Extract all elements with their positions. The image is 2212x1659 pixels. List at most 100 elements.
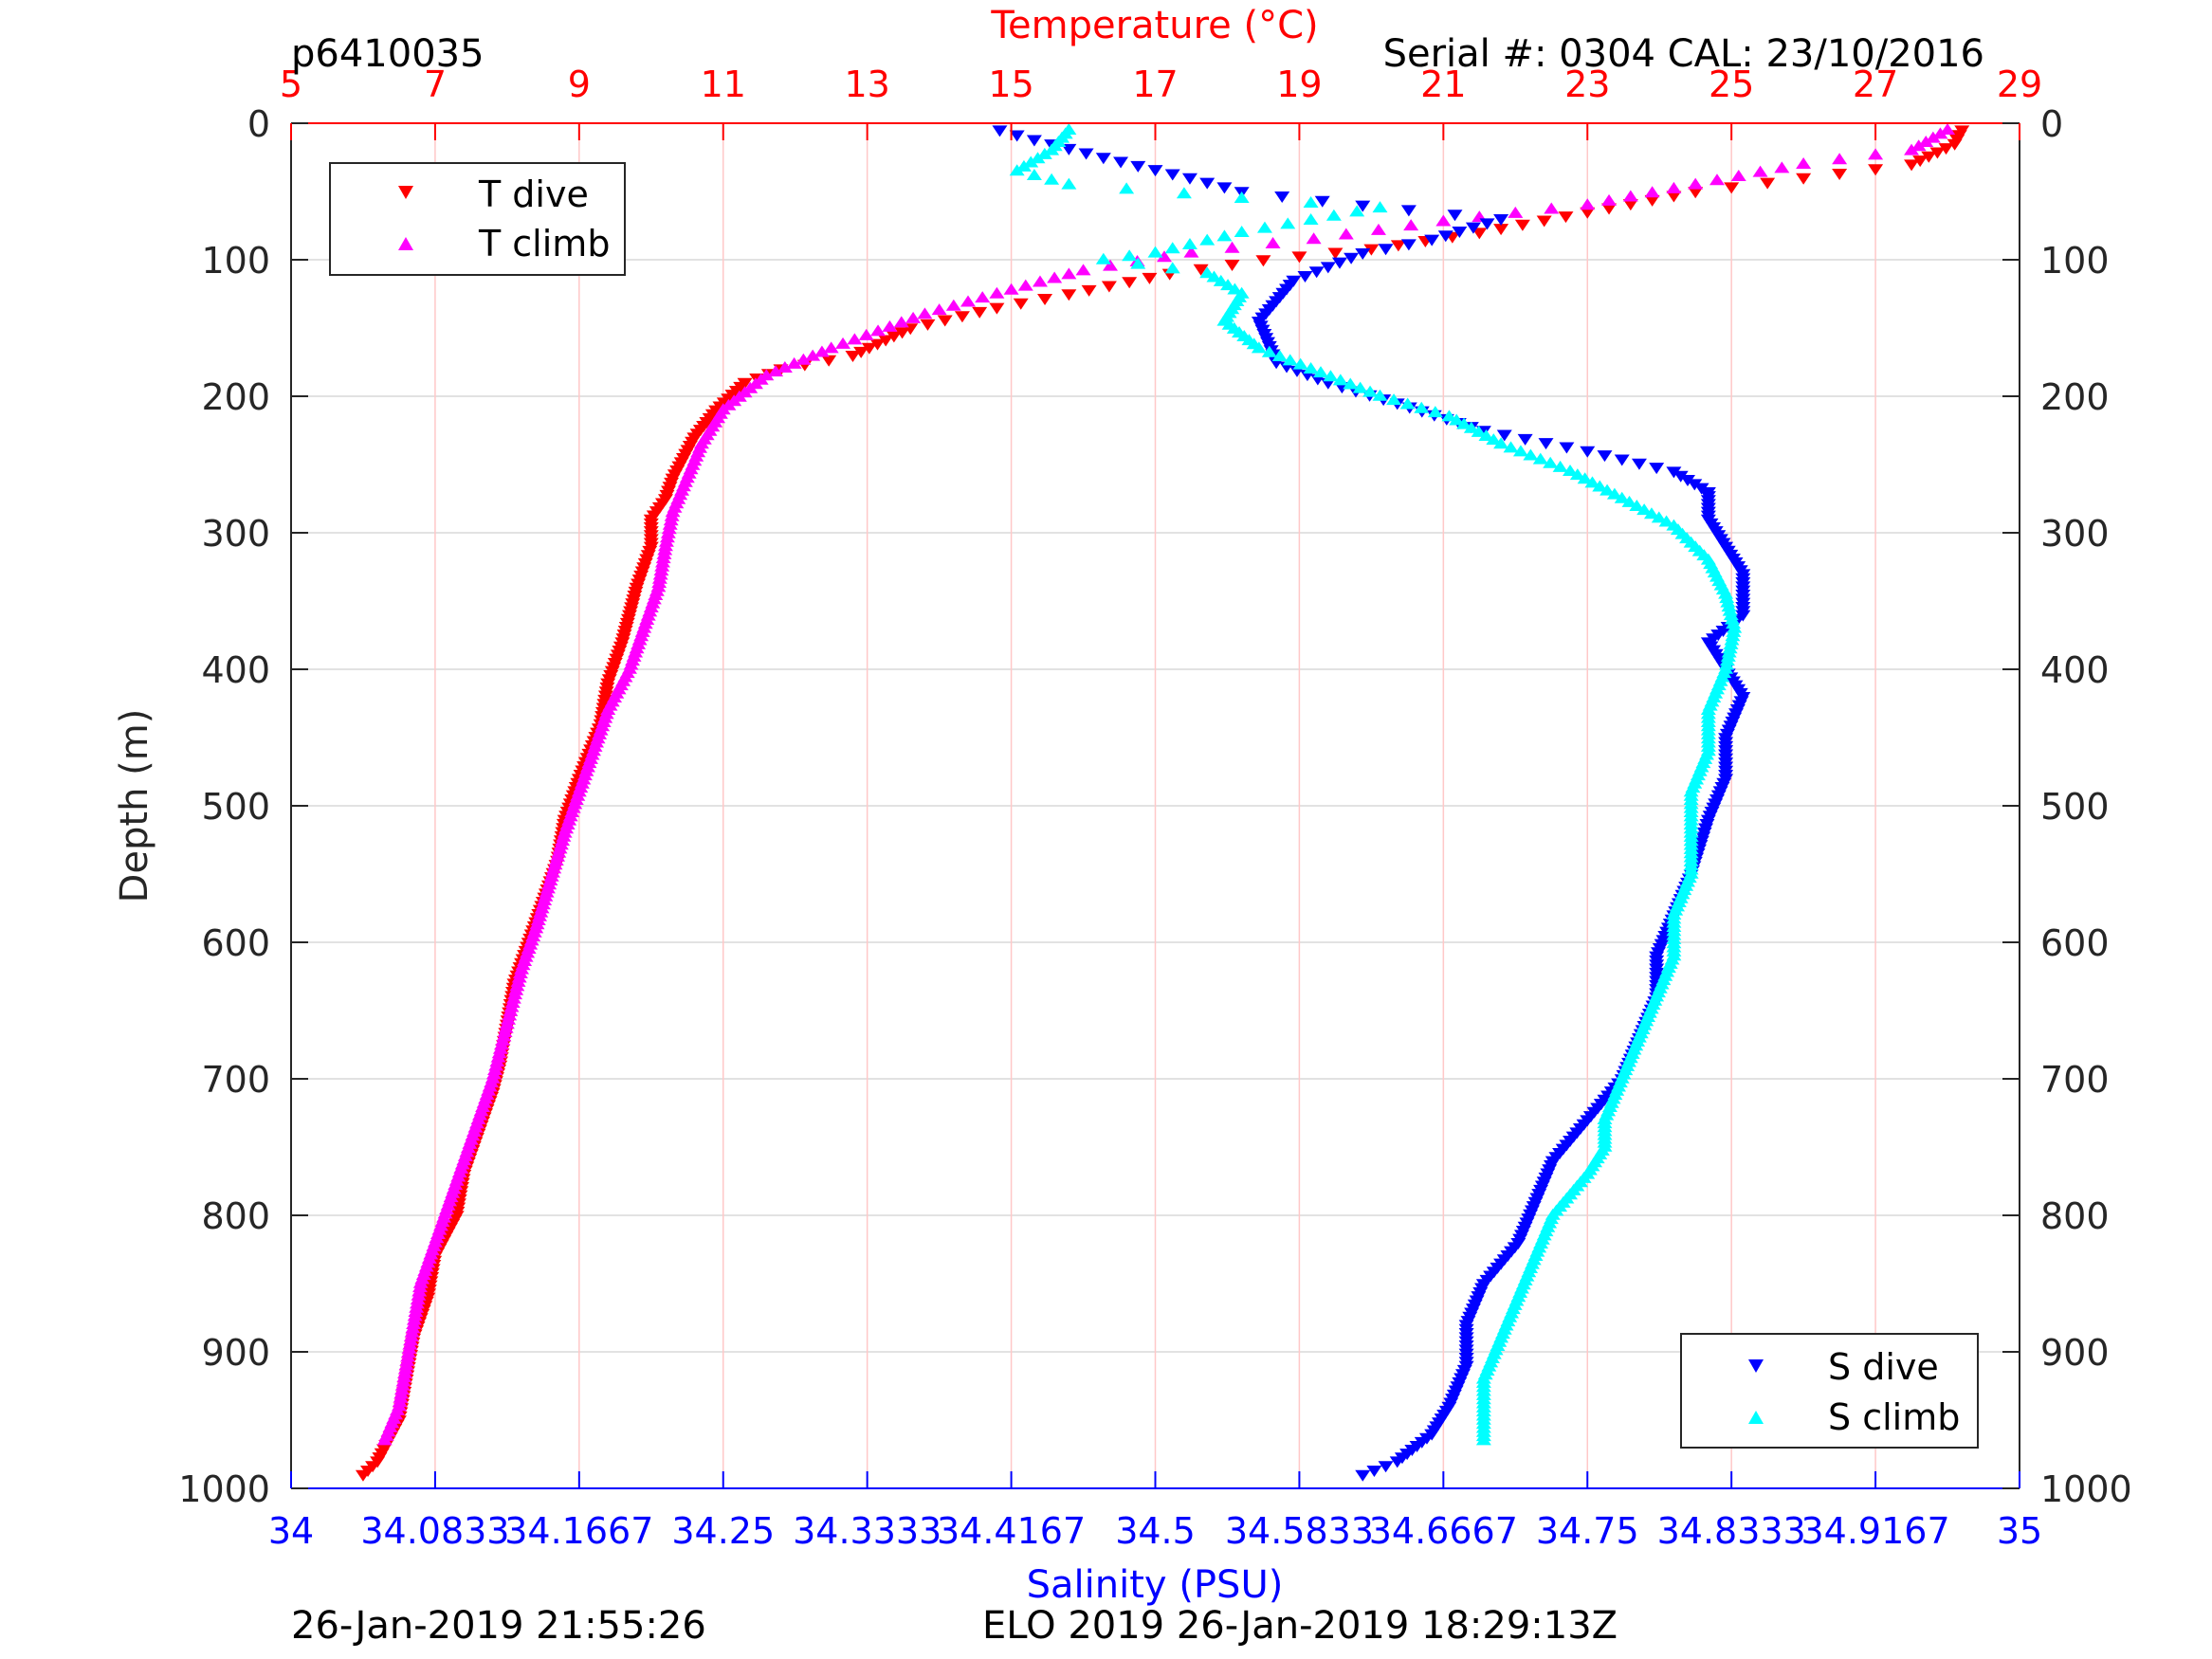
data-point <box>992 125 1008 137</box>
data-point <box>1251 341 1267 354</box>
data-point <box>1709 173 1725 186</box>
data-point <box>1493 214 1509 226</box>
data-point <box>795 353 812 365</box>
data-point <box>1206 270 1222 283</box>
data-point <box>1255 255 1271 267</box>
data-point <box>1015 159 1032 172</box>
data-point <box>1636 503 1653 516</box>
data-point <box>1323 370 1339 382</box>
data-point <box>1181 173 1197 185</box>
data-point <box>1156 250 1172 263</box>
bottom-tick-label: 34.5833 <box>1225 1510 1374 1552</box>
data-point <box>1372 389 1388 401</box>
left-tick-label: 800 <box>201 1195 270 1237</box>
data-point <box>1234 226 1250 237</box>
axis-ticks: 0 0 100 100 200 200 300 300 400 400 500 500 600 600 70… <box>178 64 2131 1552</box>
data-point <box>1297 271 1313 283</box>
legend-s-climb-label: S climb <box>1828 1396 1960 1438</box>
data-point <box>1216 182 1233 194</box>
data-point <box>1929 147 1946 159</box>
data-point <box>768 365 784 377</box>
data-point <box>1119 182 1135 194</box>
data-point <box>1199 266 1216 279</box>
data-series <box>355 123 1970 1482</box>
data-point <box>1164 242 1180 254</box>
data-point <box>1047 271 1063 283</box>
data-point <box>1486 433 1502 446</box>
right-tick-label: 300 <box>2040 513 2110 555</box>
bottom-tick-label: 34.75 <box>1536 1510 1639 1552</box>
data-point <box>1325 209 1342 221</box>
footer-timestamp: 26-Jan-2019 21:55:26 <box>291 1604 706 1648</box>
data-point <box>1424 234 1440 246</box>
data-point <box>1441 410 1457 422</box>
left-tick-label: 900 <box>201 1332 270 1374</box>
data-point <box>1332 374 1348 386</box>
data-point <box>1688 177 1704 190</box>
data-point <box>1306 232 1322 245</box>
data-point <box>1331 257 1347 269</box>
data-point <box>1103 259 1119 271</box>
data-point <box>1730 169 1746 181</box>
data-point <box>1644 194 1660 207</box>
serial-cal-label: Serial #: 0304 CAL: 23/10/2016 <box>1383 32 1984 76</box>
data-point <box>1193 264 1209 276</box>
data-point <box>1399 397 1416 410</box>
bottom-tick-label: 34.5 <box>1115 1510 1196 1552</box>
data-point <box>1687 479 1703 491</box>
data-point <box>1122 277 1138 289</box>
data-point <box>1220 279 1236 291</box>
data-point <box>1918 135 1934 147</box>
data-point <box>1622 190 1638 202</box>
bottom-tick-label: 34.1667 <box>504 1510 653 1552</box>
legend-t-climb-label: T climb <box>478 223 610 264</box>
left-tick-label: 700 <box>201 1059 270 1101</box>
data-point <box>1061 177 1077 190</box>
data-point <box>1030 152 1046 164</box>
data-point <box>1355 200 1371 212</box>
data-point <box>882 319 898 332</box>
data-point <box>1303 196 1319 209</box>
legend-t-climb-marker <box>398 237 413 250</box>
data-point <box>805 349 821 361</box>
data-point <box>1343 377 1359 390</box>
data-point <box>1414 401 1430 413</box>
data-point <box>960 295 977 307</box>
data-point <box>1261 345 1277 357</box>
data-point <box>1774 161 1790 173</box>
data-point <box>1673 470 1689 483</box>
data-point <box>1796 157 1812 169</box>
data-point <box>1658 515 1674 527</box>
data-point <box>1580 446 1596 458</box>
data-point <box>1471 425 1487 437</box>
data-point <box>1868 164 1884 176</box>
data-point <box>1644 186 1660 198</box>
data-point <box>1538 438 1554 450</box>
right-tick-label: 1000 <box>2040 1468 2132 1510</box>
data-point <box>1493 437 1509 449</box>
data-point <box>1164 169 1180 181</box>
data-point <box>1291 251 1307 264</box>
data-point <box>1303 362 1319 374</box>
data-point <box>1009 164 1025 176</box>
data-point <box>1724 182 1740 194</box>
data-point <box>1921 151 1937 163</box>
data-point <box>1362 385 1379 397</box>
data-point <box>905 311 922 323</box>
legend-temperature: T dive T climb <box>329 162 626 276</box>
data-point <box>1142 272 1158 284</box>
right-tick-label: 900 <box>2040 1332 2110 1374</box>
data-point <box>1597 450 1613 463</box>
data-point <box>1176 187 1192 199</box>
data-point <box>1314 195 1330 208</box>
data-point <box>1517 433 1533 446</box>
data-point <box>1081 284 1097 297</box>
data-point <box>1271 350 1288 362</box>
data-point <box>1569 468 1585 481</box>
right-tick-label: 800 <box>2040 1195 2110 1237</box>
data-point <box>1213 274 1229 286</box>
legend-s-climb-marker <box>1748 1411 1764 1424</box>
data-point <box>1925 131 1941 143</box>
top-tick-label: 27 <box>1853 64 1898 105</box>
